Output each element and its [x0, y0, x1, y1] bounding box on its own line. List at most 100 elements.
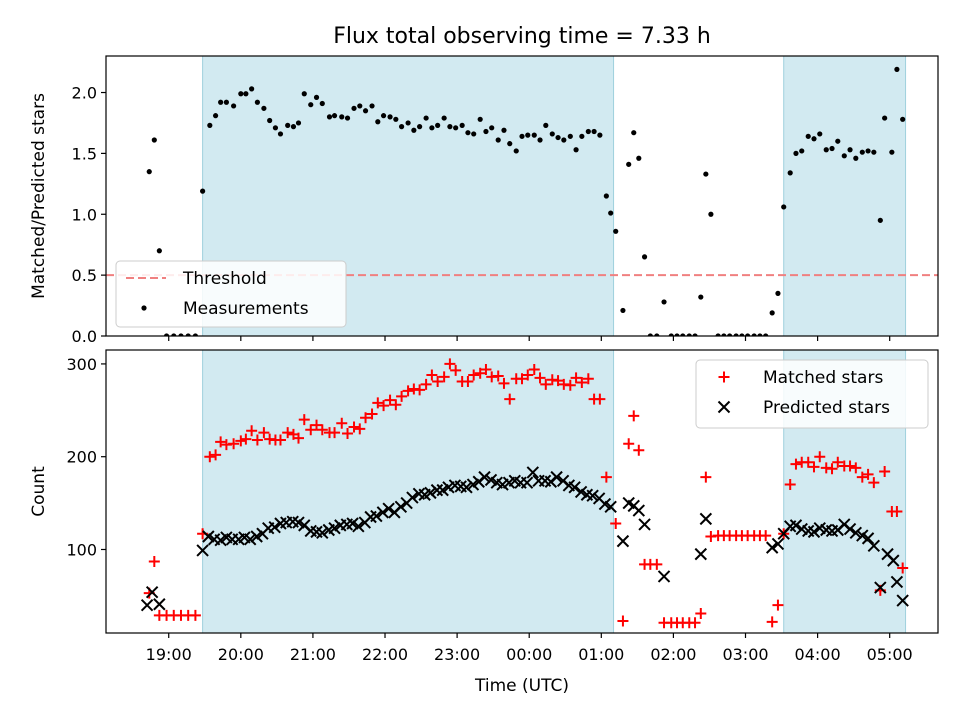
matched-point-40	[390, 399, 402, 411]
measurement-point-89	[686, 333, 692, 336]
x-tick-label-8: 03:00	[722, 645, 768, 664]
measurement-point-55	[483, 128, 489, 135]
predicted-point-15	[268, 521, 281, 534]
measurement-point-116	[847, 147, 853, 153]
measurement-point-22	[285, 122, 291, 128]
measurement-point-60	[513, 148, 519, 154]
measurement-point-59	[507, 141, 513, 147]
measurement-point-108	[799, 148, 805, 154]
matched-point-15	[240, 433, 252, 445]
matched-point-37	[372, 397, 384, 409]
matched-point-30	[329, 427, 341, 439]
predicted-point-96	[861, 532, 875, 545]
measurement-point-109	[805, 133, 811, 139]
measurement-point-64	[537, 137, 543, 143]
matched-point-28	[316, 424, 328, 436]
measurement-point-45	[423, 115, 429, 121]
matched-point-109	[808, 461, 820, 473]
observing-interval-top-1	[783, 55, 907, 337]
series-markers-bottom	[140, 358, 909, 629]
legend-predicted-swatch	[717, 400, 731, 414]
measurement-point-5	[178, 333, 184, 336]
matched-point-75	[600, 471, 612, 483]
predicted-point-41	[424, 486, 437, 500]
matched-point-36	[366, 408, 378, 420]
measurement-point-57	[495, 137, 501, 143]
predicted-point-94	[849, 526, 863, 539]
measurement-point-119	[865, 148, 871, 154]
legend-box-bottom	[695, 359, 929, 429]
x-tick-label-4: 23:00	[434, 645, 480, 664]
y-tick-label-bottom-0: 100	[66, 540, 97, 559]
measurement-point-81	[636, 155, 642, 161]
matched-point-18	[258, 427, 270, 439]
measurement-point-98	[739, 333, 745, 336]
axes-frame-top	[105, 55, 939, 337]
matched-point-34	[354, 423, 366, 435]
predicted-point-101	[890, 575, 904, 589]
measurement-point-28	[319, 100, 325, 107]
measurement-point-96	[727, 333, 733, 336]
measurement-point-106	[787, 170, 793, 176]
measurement-point-50	[453, 125, 459, 131]
matched-point-57	[492, 370, 504, 382]
measurement-point-47	[435, 122, 441, 128]
measurement-point-88	[680, 333, 686, 336]
matched-point-83	[651, 558, 663, 570]
matched-point-90	[695, 608, 707, 620]
matched-point-33	[348, 421, 360, 433]
matched-point-63	[528, 363, 540, 375]
measurement-point-76	[608, 210, 614, 216]
matched-point-79	[628, 410, 640, 422]
predicted-point-38	[406, 491, 419, 504]
legend-label-top-1: Measurements	[183, 299, 309, 319]
predicted-point-11	[243, 533, 257, 546]
predicted-point-36	[394, 500, 408, 514]
matched-point-61	[516, 373, 528, 385]
predicted-point-71	[604, 500, 617, 514]
measurement-point-40	[393, 116, 399, 122]
matched-point-80	[633, 444, 645, 456]
legend-matched-swatch	[718, 371, 730, 383]
series-markers-top	[146, 66, 906, 336]
measurement-point-72	[585, 128, 591, 135]
matched-point-110	[814, 451, 826, 463]
x-tick-label-1: 20:00	[218, 645, 264, 664]
measurement-point-14	[238, 91, 244, 97]
measurement-point-46	[429, 125, 435, 131]
measurement-point-62	[525, 132, 531, 138]
measurement-point-2	[156, 248, 162, 254]
matched-point-26	[305, 424, 317, 436]
legend-measurement-swatch	[141, 305, 147, 311]
matched-point-32	[342, 428, 354, 440]
measurement-point-19	[267, 117, 273, 124]
measurement-point-111	[817, 131, 823, 137]
measurement-point-13	[231, 103, 237, 109]
y-tick-label-top-2: 1.0	[72, 205, 97, 224]
measurement-point-41	[398, 124, 405, 130]
measurement-point-31	[339, 114, 345, 120]
measurement-point-117	[853, 155, 859, 161]
x-tick-label-2: 21:00	[290, 645, 336, 664]
predicted-point-93	[843, 522, 857, 536]
matched-point-52	[462, 376, 474, 388]
matched-point-65	[540, 378, 552, 390]
observing-interval-bottom-0	[202, 349, 615, 634]
legend-label-bottom-1: Predicted stars	[763, 398, 890, 418]
matched-point-27	[311, 419, 323, 431]
top-panel: 0.0 0.5 1.0 1.5 2.0 Matched/Predicted stars Th…	[29, 55, 939, 346]
measurement-point-24	[295, 120, 302, 126]
measurement-point-100	[751, 333, 757, 336]
measurement-point-37	[375, 119, 381, 125]
measurement-point-85	[661, 299, 667, 305]
measurement-point-121	[877, 217, 883, 223]
measurement-point-95	[721, 333, 727, 336]
measurement-point-30	[331, 113, 338, 119]
measurement-point-61	[519, 133, 525, 139]
matched-point-25	[298, 414, 310, 426]
legend-bottom: Matched stars Predicted stars	[695, 359, 929, 429]
measurement-point-75	[603, 193, 609, 199]
measurement-point-8	[200, 188, 206, 194]
matched-point-76	[610, 518, 622, 530]
